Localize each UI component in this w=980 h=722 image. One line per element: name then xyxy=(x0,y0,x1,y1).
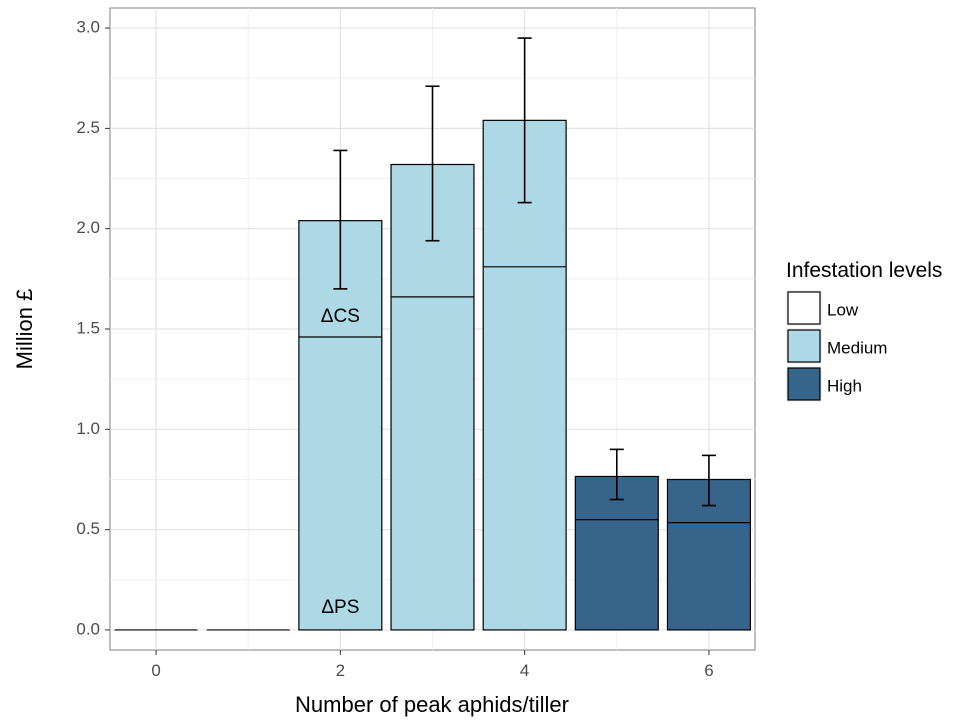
annotations: ΔCS ΔPS xyxy=(321,306,360,618)
x-tick-label: 6 xyxy=(704,661,713,680)
legend-label: High xyxy=(827,376,862,395)
y-tick-label: 2.0 xyxy=(76,218,100,237)
legend-swatch xyxy=(787,291,821,325)
legend-title: Infestation levels xyxy=(786,259,942,282)
y-tick-label: 0.5 xyxy=(76,519,100,538)
legend-label: Low xyxy=(827,300,859,319)
x-tick-label: 4 xyxy=(520,661,529,680)
y-axis-title: Million £ xyxy=(12,289,37,370)
error-bars xyxy=(333,37,716,507)
y-tick-label: 2.5 xyxy=(76,118,100,137)
legend-label: Medium xyxy=(827,338,887,357)
y-tick-label: 3.0 xyxy=(76,18,100,37)
bar xyxy=(482,119,567,631)
legend: Infestation levels Low Medium High xyxy=(786,259,942,402)
bars xyxy=(114,119,751,631)
y-tick-label: 1.0 xyxy=(76,419,100,438)
bar xyxy=(574,475,659,631)
bar xyxy=(390,163,475,631)
x-axis-title: Number of peak aphids/tiller xyxy=(295,692,569,717)
x-tick-label: 0 xyxy=(151,661,160,680)
annotation-label: ΔPS xyxy=(321,597,359,618)
legend-swatch xyxy=(787,329,821,363)
y-tick-label: 1.5 xyxy=(76,318,100,337)
x-tick-label: 2 xyxy=(336,661,345,680)
y-tick-label: 0.0 xyxy=(76,619,100,638)
legend-swatch xyxy=(787,367,821,401)
axes: 0.0 0.5 1.0 1.5 2.0 2.5 3.0 0 2 4 6 xyxy=(76,18,713,680)
annotation-label: ΔCS xyxy=(321,306,360,327)
